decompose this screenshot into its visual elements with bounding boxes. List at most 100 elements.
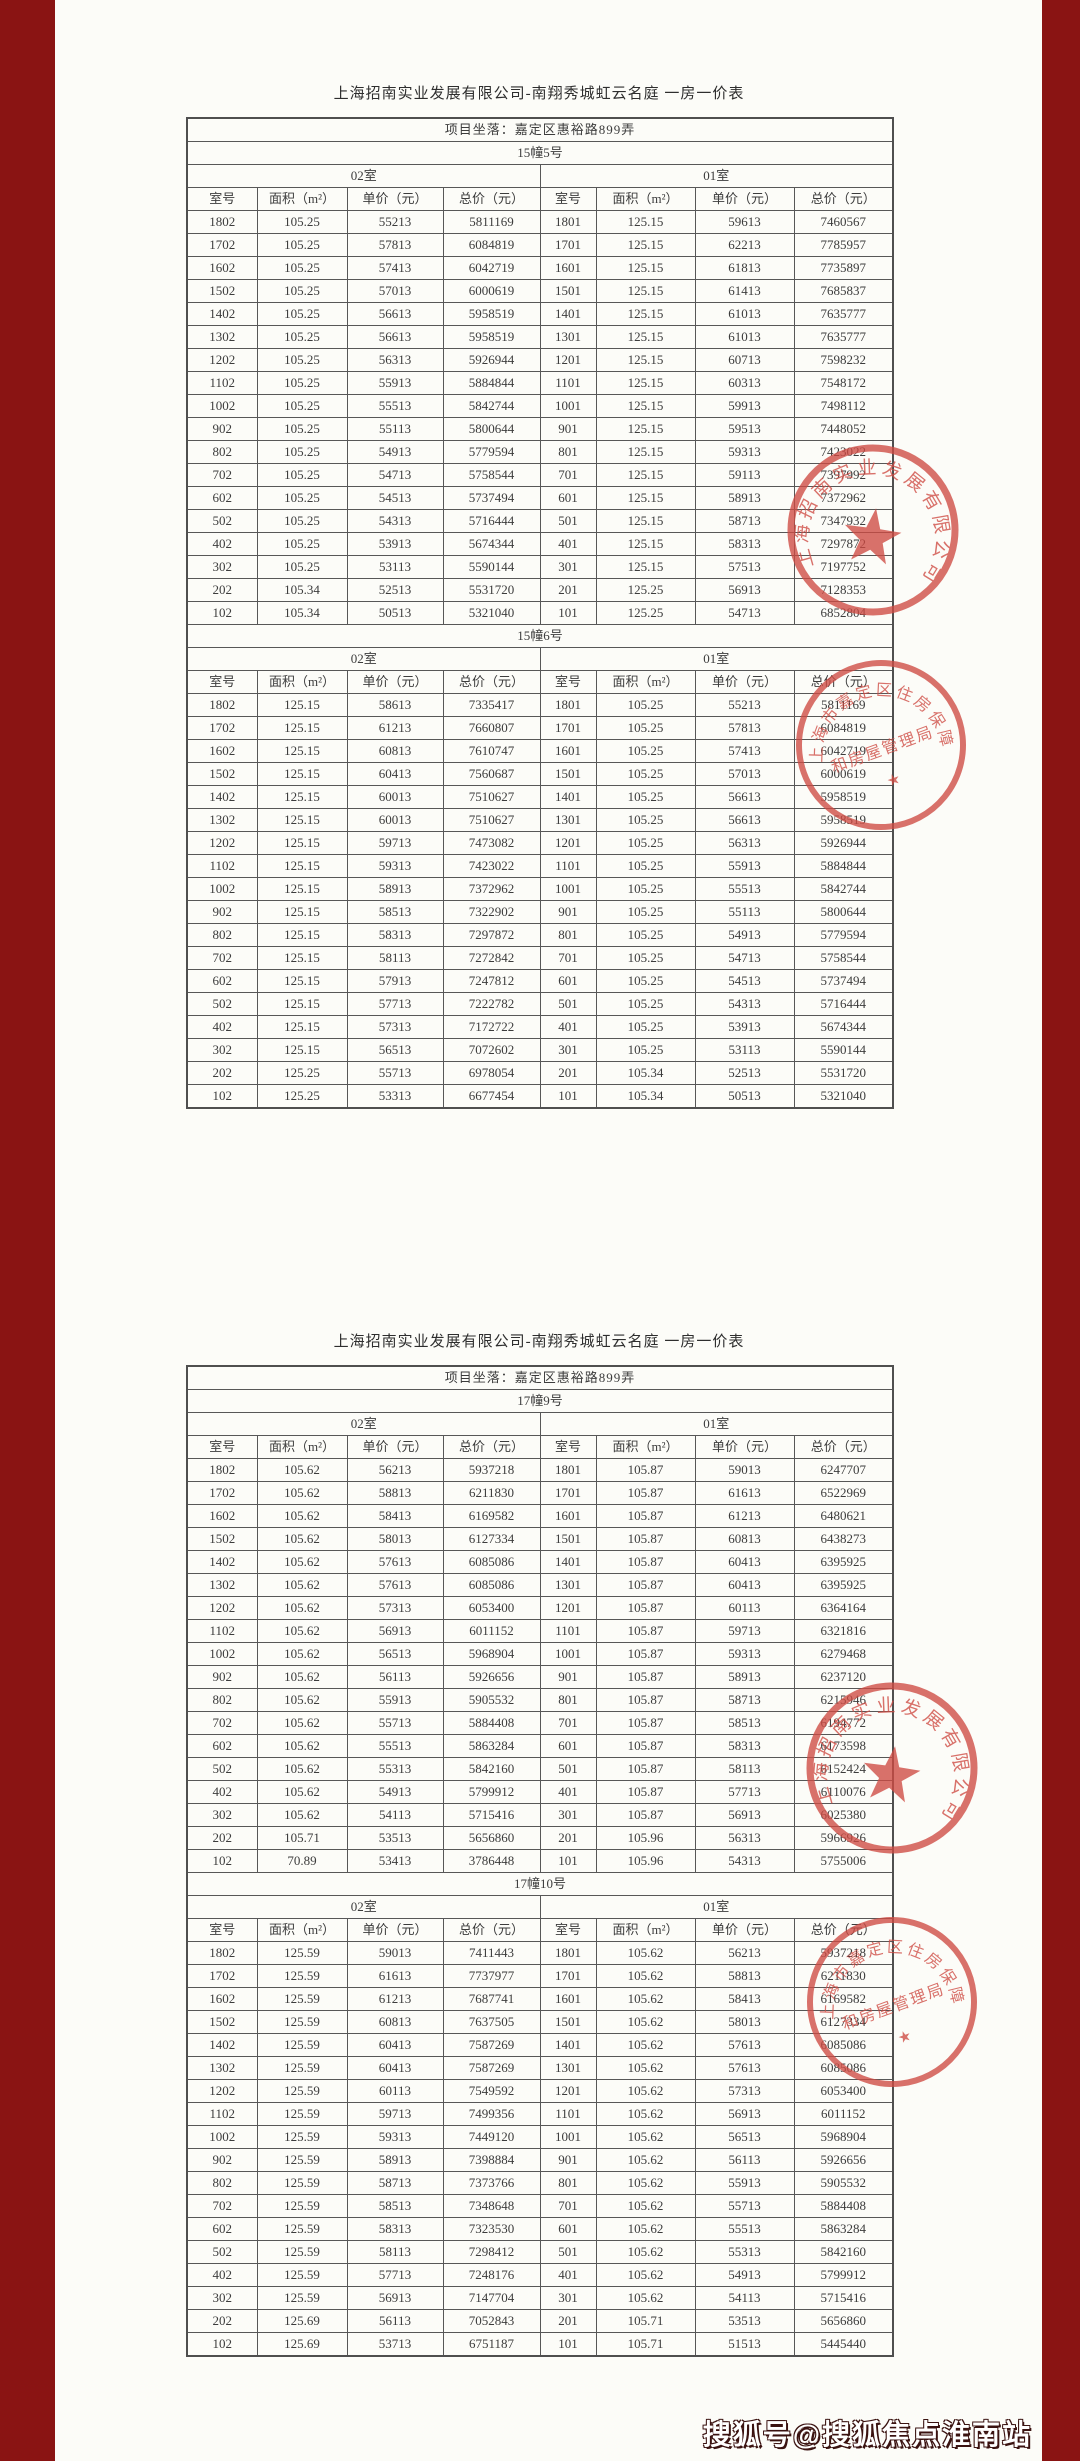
table-cell: 125.59 [256, 2286, 348, 2310]
table-cell: 105.87 [595, 1550, 696, 1574]
table-cell: 7423022 [442, 854, 541, 878]
table-cell: 125.15 [256, 992, 348, 1016]
table-cell: 801 [539, 923, 597, 947]
column-header: 总价（元） [793, 1918, 894, 1942]
table-cell: 105.62 [256, 1665, 348, 1689]
table-cell: 1402 [186, 1550, 258, 1574]
table-cell: 56113 [346, 1665, 444, 1689]
table-cell: 5926944 [793, 831, 894, 855]
table-cell: 7147704 [442, 2286, 541, 2310]
table-cell: 5715416 [442, 1803, 541, 1827]
table-cell: 105.96 [595, 1849, 696, 1873]
table-cell: 7323530 [442, 2217, 541, 2241]
table-cell: 58113 [346, 946, 444, 970]
table-cell: 125.15 [256, 923, 348, 947]
table-cell: 105.25 [256, 302, 348, 326]
table-cell: 105.62 [256, 1734, 348, 1758]
project-location: 项目坐落：嘉定区惠裕路899弄 [186, 117, 894, 142]
table-cell: 57613 [346, 1573, 444, 1597]
table-cell: 1401 [539, 785, 597, 809]
table-cell: 57313 [694, 2079, 795, 2103]
table-cell: 6042719 [442, 256, 541, 280]
table-cell: 5842744 [442, 394, 541, 418]
table-cell: 5958519 [793, 785, 894, 809]
table-cell: 1601 [539, 256, 597, 280]
table-cell: 7172722 [442, 1015, 541, 1039]
table-cell: 5590144 [793, 1038, 894, 1062]
table-cell: 55513 [346, 394, 444, 418]
table-cell: 802 [186, 1688, 258, 1712]
table-row: 202 125.69 56113 7052843 201 105.71 53513 56568… [186, 2309, 894, 2333]
table-row: 102 125.25 53313 6677454 101 105.34 50513 53210… [186, 1084, 894, 1109]
table-cell: 1301 [539, 808, 597, 832]
table-cell: 58613 [346, 693, 444, 717]
column-header: 总价（元） [442, 670, 541, 694]
table-cell: 7297872 [793, 532, 894, 556]
building-label: 17幢9号 [186, 1389, 894, 1413]
table-cell: 56513 [346, 1038, 444, 1062]
table-cell: 201 [539, 2309, 597, 2333]
table-cell: 6011152 [793, 2102, 894, 2126]
table-cell: 105.62 [595, 2171, 696, 2195]
sohu-watermark: 搜狐号@搜狐焦点淮南站 [702, 2419, 1032, 2450]
table-cell: 5531720 [793, 1061, 894, 1085]
table-cell: 125.15 [256, 785, 348, 809]
column-header: 室号 [539, 187, 597, 211]
table-cell: 60113 [346, 2079, 444, 2103]
table-cell: 54913 [694, 923, 795, 947]
table-cell: 801 [539, 2171, 597, 2195]
unit-row: 02室 01室 [186, 647, 894, 671]
table-cell: 5758544 [442, 463, 541, 487]
table-cell: 59713 [694, 1619, 795, 1643]
table-cell: 1502 [186, 1527, 258, 1551]
unit-row: 02室 01室 [186, 164, 894, 188]
table-cell: 5842160 [793, 2240, 894, 2264]
table-cell: 56913 [346, 1619, 444, 1643]
page-title: 上海招南实业发展有限公司-南翔秀城虹云名庭 一房一价表 [333, 1334, 745, 1350]
table-cell: 53113 [694, 1038, 795, 1062]
unit-row: 02室 01室 [186, 1895, 894, 1919]
table-cell: 6011152 [442, 1619, 541, 1643]
table-cell: 5811169 [793, 693, 894, 717]
table-cell: 105.87 [595, 1619, 696, 1643]
table-cell: 1401 [539, 2033, 597, 2057]
table-cell: 54513 [346, 486, 444, 510]
table-cell: 105.96 [595, 1826, 696, 1850]
table-cell: 6127334 [793, 2010, 894, 2034]
table-cell: 56113 [346, 2309, 444, 2333]
table-cell: 6237120 [793, 1665, 894, 1689]
table-cell: 5799912 [793, 2263, 894, 2287]
table-cell: 7499356 [442, 2102, 541, 2126]
table-cell: 59313 [694, 1642, 795, 1666]
table-cell: 7587269 [442, 2056, 541, 2080]
table-cell: 125.59 [256, 2194, 348, 2218]
table-cell: 7598232 [793, 348, 894, 372]
table-cell: 125.59 [256, 2079, 348, 2103]
table-cell: 61613 [346, 1964, 444, 1988]
table-cell: 105.62 [595, 2240, 696, 2264]
table-cell: 7052843 [442, 2309, 541, 2333]
table-cell: 201 [539, 1826, 597, 1850]
table-cell: 105.25 [256, 532, 348, 556]
table-cell: 57013 [694, 762, 795, 786]
table-cell: 61213 [346, 1987, 444, 2011]
table-cell: 7587269 [442, 2033, 541, 2057]
table-cell: 125.15 [595, 555, 696, 579]
table-cell: 125.15 [595, 463, 696, 487]
table-row: 1502 105.62 58013 6127334 1501 105.87 60813 643… [186, 1527, 894, 1551]
column-header: 总价（元） [442, 1918, 541, 1942]
column-header: 面积（m²） [256, 1435, 348, 1459]
table-cell: 105.62 [595, 2056, 696, 2080]
table-cell: 701 [539, 463, 597, 487]
column-header: 面积（m²） [256, 1918, 348, 1942]
table-cell: 7548172 [793, 371, 894, 395]
table-row: 602 105.62 55513 5863284 601 105.87 58313 61735… [186, 1734, 894, 1758]
table-cell: 5958519 [442, 302, 541, 326]
table-cell: 3786448 [442, 1849, 541, 1873]
table-row: 1602 125.15 60813 7610747 1601 105.25 57413 604… [186, 739, 894, 763]
table-row: 102 70.89 53413 3786448 101 105.96 54313 575500… [186, 1849, 894, 1873]
table-cell: 402 [186, 532, 258, 556]
table-cell: 5590144 [442, 555, 541, 579]
table-cell: 1602 [186, 739, 258, 763]
table-row: 902 125.59 58913 7398884 901 105.62 56113 59266… [186, 2148, 894, 2172]
